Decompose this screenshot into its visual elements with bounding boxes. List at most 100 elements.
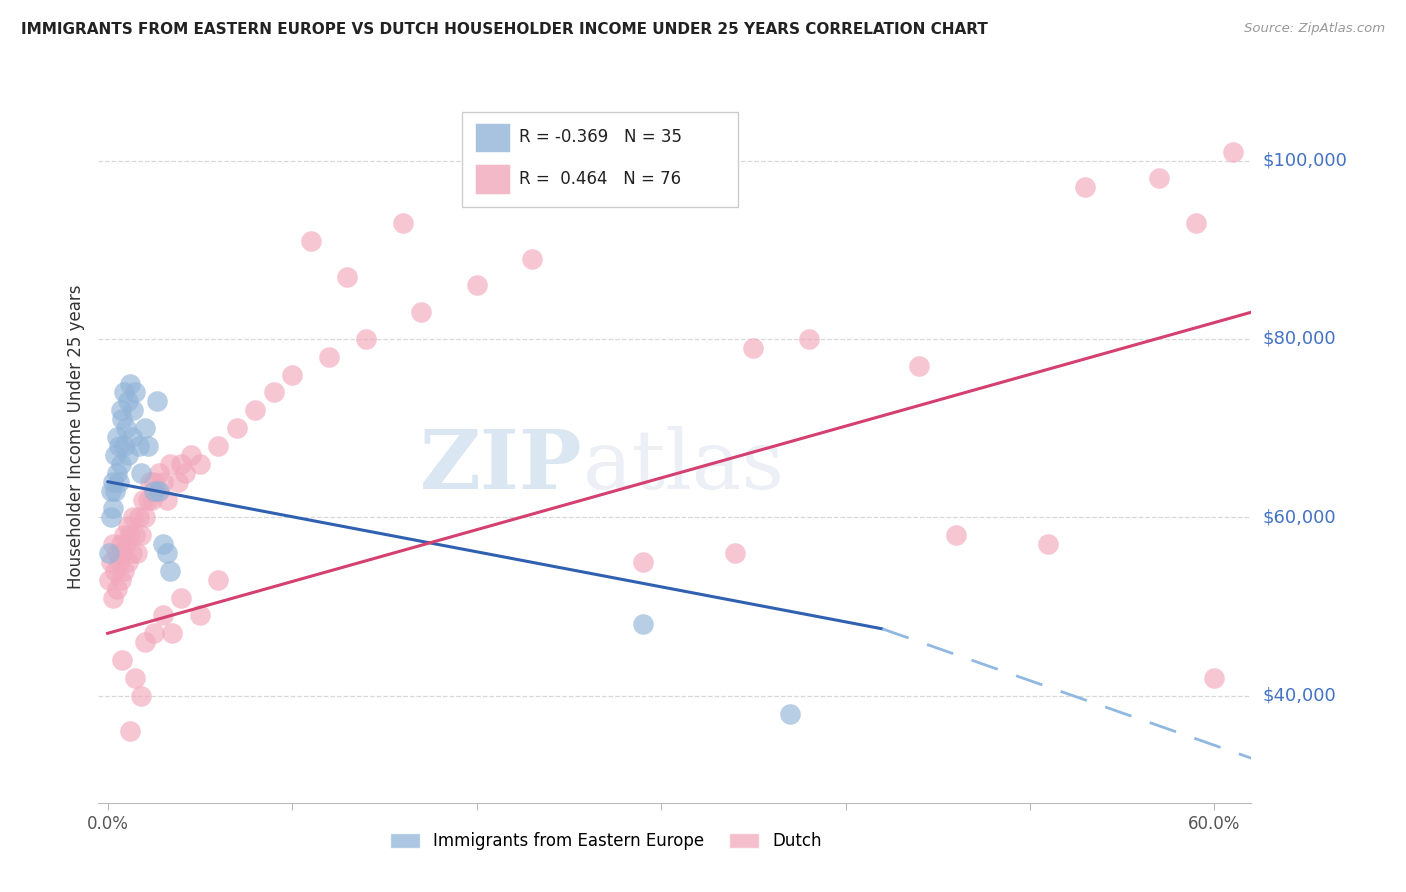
Point	[146, 394, 169, 409]
Point	[118, 724, 141, 739]
Point	[170, 591, 193, 605]
Point	[142, 483, 165, 498]
Point	[100, 510, 122, 524]
Point	[724, 546, 747, 560]
Point	[115, 421, 138, 435]
Point	[128, 439, 150, 453]
Y-axis label: Householder Income Under 25 years: Householder Income Under 25 years	[66, 285, 84, 590]
Text: $80,000: $80,000	[1263, 330, 1336, 348]
Point	[104, 483, 127, 498]
Point	[336, 269, 359, 284]
Point	[152, 608, 174, 623]
Point	[1204, 671, 1226, 685]
Point	[100, 555, 122, 569]
Point	[1074, 180, 1097, 194]
Point	[174, 466, 197, 480]
Point	[1038, 537, 1060, 551]
Point	[112, 528, 135, 542]
Point	[299, 234, 322, 248]
Point	[101, 591, 124, 605]
Point	[124, 528, 146, 542]
Point	[139, 475, 162, 489]
Point	[166, 475, 188, 489]
Point	[101, 475, 124, 489]
Point	[105, 466, 128, 480]
Point	[98, 573, 121, 587]
Point	[207, 573, 229, 587]
Point	[742, 341, 765, 355]
Legend: Immigrants from Eastern Europe, Dutch: Immigrants from Eastern Europe, Dutch	[382, 825, 828, 856]
Point	[107, 555, 129, 569]
Point	[207, 439, 229, 453]
Point	[134, 510, 156, 524]
Point	[141, 492, 163, 507]
Point	[105, 430, 128, 444]
Point	[117, 519, 139, 533]
Point	[104, 448, 127, 462]
Text: R =  0.464   N = 76: R = 0.464 N = 76	[519, 169, 682, 188]
Point	[129, 466, 152, 480]
Point	[502, 189, 524, 203]
Point	[1147, 171, 1170, 186]
Point	[156, 492, 179, 507]
FancyBboxPatch shape	[475, 164, 510, 194]
Point	[110, 537, 132, 551]
Point	[112, 564, 135, 578]
Point	[354, 332, 377, 346]
Point	[111, 653, 134, 667]
Point	[105, 582, 128, 596]
Point	[411, 305, 433, 319]
Point	[146, 483, 169, 498]
Point	[117, 555, 139, 569]
Point	[127, 546, 149, 560]
Point	[112, 385, 135, 400]
FancyBboxPatch shape	[475, 122, 510, 152]
Point	[100, 483, 122, 498]
Point	[318, 350, 340, 364]
Text: IMMIGRANTS FROM EASTERN EUROPE VS DUTCH HOUSEHOLDER INCOME UNDER 25 YEARS CORREL: IMMIGRANTS FROM EASTERN EUROPE VS DUTCH …	[21, 22, 988, 37]
Point	[245, 403, 267, 417]
Point	[117, 394, 139, 409]
Point	[263, 385, 285, 400]
Point	[134, 635, 156, 649]
Point	[908, 359, 931, 373]
Point	[118, 376, 141, 391]
Point	[631, 617, 654, 632]
Point	[107, 475, 129, 489]
Text: atlas: atlas	[582, 426, 785, 507]
Point	[117, 448, 139, 462]
Point	[128, 510, 150, 524]
Point	[156, 546, 179, 560]
Text: $40,000: $40,000	[1263, 687, 1336, 705]
Point	[152, 537, 174, 551]
Point	[391, 216, 413, 230]
Point	[520, 252, 543, 266]
Point	[124, 385, 146, 400]
Point	[101, 537, 124, 551]
Point	[225, 421, 247, 435]
Point	[115, 537, 138, 551]
Point	[121, 546, 143, 560]
Point	[110, 403, 132, 417]
Point	[945, 528, 967, 542]
Point	[118, 528, 141, 542]
Point	[148, 483, 170, 498]
Point	[122, 510, 145, 524]
Point	[131, 492, 153, 507]
Point	[134, 421, 156, 435]
Point	[111, 412, 134, 426]
Point	[281, 368, 304, 382]
Text: Source: ZipAtlas.com: Source: ZipAtlas.com	[1244, 22, 1385, 36]
Point	[105, 546, 128, 560]
Point	[1222, 145, 1244, 159]
Point	[142, 626, 165, 640]
Point	[107, 439, 129, 453]
Point	[631, 555, 654, 569]
Point	[122, 403, 145, 417]
Point	[188, 608, 211, 623]
Point	[159, 564, 181, 578]
Text: $100,000: $100,000	[1263, 152, 1347, 169]
Point	[159, 457, 181, 471]
Point	[1185, 216, 1208, 230]
Point	[129, 689, 152, 703]
